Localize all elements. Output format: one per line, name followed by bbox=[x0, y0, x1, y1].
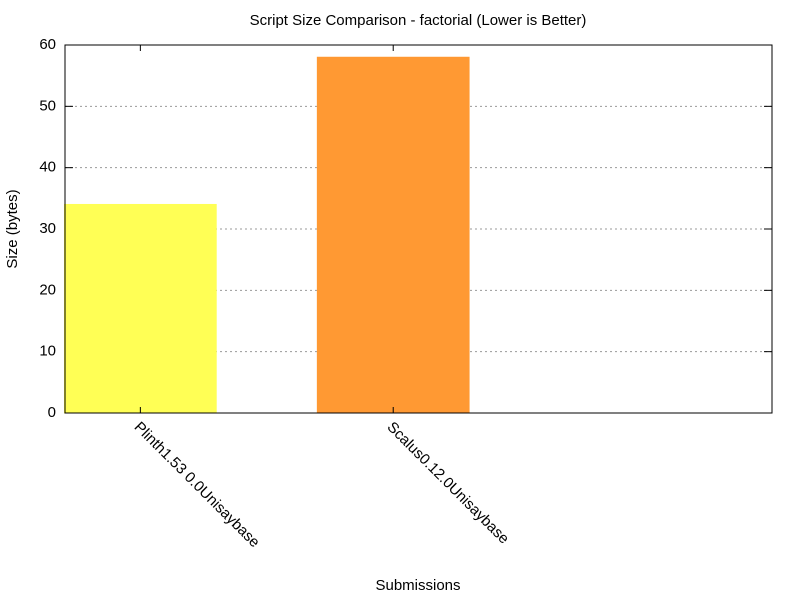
y-tick-label: 40 bbox=[39, 159, 56, 176]
y-tick-label: 60 bbox=[39, 36, 56, 53]
y-tick-label: 50 bbox=[39, 97, 56, 114]
x-tick-label: Plinth1.53 0.0Unisaybase bbox=[131, 419, 263, 551]
plot-frame bbox=[64, 44, 773, 414]
x-axis-label: Submissions bbox=[375, 577, 460, 594]
chart-title: Script Size Comparison - factorial (Lowe… bbox=[250, 12, 587, 29]
bar bbox=[63, 203, 217, 414]
bar bbox=[316, 56, 470, 414]
y-tick-label: 0 bbox=[48, 404, 56, 421]
y-axis-label: Size (bytes) bbox=[4, 189, 21, 268]
y-tick-label: 30 bbox=[39, 220, 56, 237]
x-tick-label: Scalus0.12.0Unisaybase bbox=[384, 419, 513, 548]
y-tick-label: 20 bbox=[39, 281, 56, 298]
y-tick-label: 10 bbox=[39, 343, 56, 360]
